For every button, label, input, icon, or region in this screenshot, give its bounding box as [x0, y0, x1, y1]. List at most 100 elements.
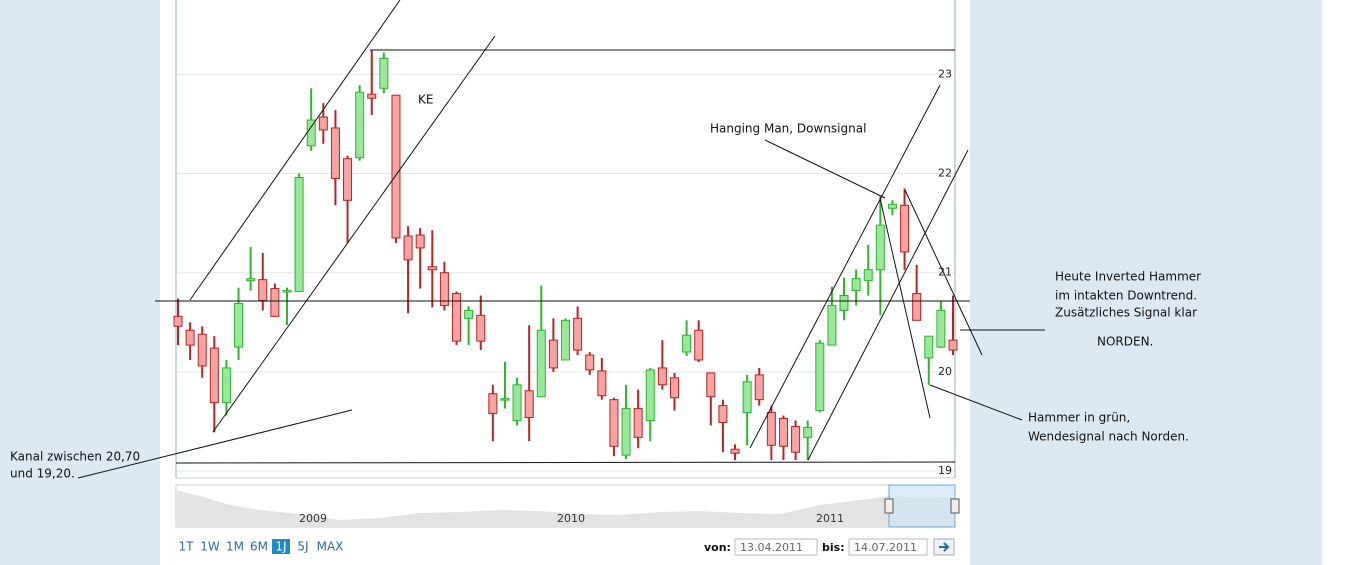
navigator-handle[interactable]	[950, 498, 960, 514]
from-date: 13.04.2011	[740, 541, 803, 554]
annotation: Heute Inverted Hammer	[1055, 270, 1201, 284]
candle-body	[585, 354, 595, 371]
candle-body	[730, 448, 740, 454]
candle-body	[633, 408, 643, 438]
y-tick-label: 19	[938, 464, 952, 477]
range-button[interactable]: 1M	[226, 540, 244, 554]
pointer-line	[764, 139, 886, 199]
candle-body	[936, 309, 946, 348]
navigator-label: 2011	[816, 512, 844, 525]
candle-body	[246, 278, 256, 282]
trend-line	[807, 149, 969, 461]
candle-body	[609, 399, 619, 447]
candle-body	[306, 119, 316, 147]
candle-body	[948, 339, 958, 351]
candle-body	[621, 408, 631, 456]
range-button[interactable]: 1T	[179, 540, 195, 554]
y-tick-label: 23	[938, 67, 952, 80]
candle-body	[524, 390, 534, 419]
candle-body	[875, 224, 885, 271]
y-tick-label: 22	[938, 167, 952, 180]
pointer-line	[929, 384, 1023, 421]
candle-body	[512, 384, 522, 421]
candle-body	[318, 116, 328, 131]
candle-body	[294, 177, 304, 293]
range-button[interactable]: 6M	[250, 540, 268, 554]
annotation: Wendesignal nach Norden.	[1028, 430, 1189, 444]
to-date: 14.07.2011	[854, 541, 917, 554]
navigator-label: 2010	[557, 512, 585, 525]
candle-body	[270, 288, 280, 317]
drawn-lines	[77, 0, 1045, 479]
range-button[interactable]: 1W	[200, 540, 220, 554]
candle-body	[694, 329, 704, 361]
candle-body	[887, 203, 897, 209]
navigator[interactable]: 2009 2010 2011	[175, 484, 960, 528]
from-input[interactable]	[734, 538, 818, 556]
candle-body	[900, 204, 910, 253]
annotation: im intakten Downtrend.	[1055, 289, 1197, 303]
candle-body	[657, 367, 667, 386]
candle-body	[185, 329, 195, 346]
candle-body	[343, 158, 353, 201]
candle-body	[924, 335, 934, 359]
go-arrow	[939, 542, 950, 552]
candle-body	[803, 426, 813, 438]
to-input[interactable]	[848, 538, 928, 556]
candle-body	[766, 412, 776, 446]
candle-body	[197, 333, 207, 367]
navigator-selection	[888, 484, 956, 528]
candle-body	[718, 405, 728, 423]
candle-body	[488, 393, 498, 415]
y-tick-label: 20	[938, 365, 952, 378]
candle-body	[391, 94, 401, 239]
candle-body	[645, 369, 655, 421]
candle-body	[173, 315, 183, 327]
annotation: und 19,20.	[10, 467, 75, 481]
candle-body	[379, 58, 389, 89]
candle-body	[221, 367, 231, 404]
candle-body	[754, 374, 764, 401]
trend-line	[879, 197, 931, 419]
candle-body	[258, 279, 268, 301]
candle-body	[476, 314, 486, 342]
candle-body	[682, 334, 692, 353]
navigator-label: 2009	[299, 512, 327, 525]
candle-body	[839, 295, 849, 311]
candle-body	[415, 234, 425, 249]
candle-body	[815, 342, 825, 412]
candle-body	[355, 91, 365, 159]
candle-body	[464, 309, 474, 319]
candle-body	[597, 370, 607, 397]
candle-body	[452, 293, 462, 342]
annotation: KE	[418, 93, 433, 107]
active-button-bg	[272, 539, 290, 554]
candle-body	[330, 127, 340, 180]
navigator-area	[176, 490, 955, 527]
range-button[interactable]: MAX	[317, 540, 344, 554]
candle-body	[500, 398, 510, 401]
annotation: Zusätzliches Signal klar	[1055, 306, 1197, 320]
candle-body	[742, 381, 752, 414]
left-background	[0, 0, 160, 565]
candle-body	[234, 302, 244, 348]
candle-body	[427, 266, 437, 271]
candle-body	[827, 304, 837, 346]
range-button[interactable]: 5J	[297, 540, 308, 554]
navigator-handle[interactable]	[884, 498, 894, 514]
candle-body	[851, 278, 861, 292]
trend-line	[904, 189, 983, 356]
candle-body	[706, 372, 716, 398]
annotation: Hammer in grün,	[1028, 411, 1130, 425]
candle-body	[282, 290, 292, 293]
candle-body	[791, 425, 801, 453]
candle-body	[573, 317, 583, 351]
trend-line	[189, 0, 401, 301]
candle-body	[548, 339, 558, 369]
right-background	[970, 0, 1322, 565]
range-button[interactable]: 1J	[275, 540, 286, 554]
candle-body	[367, 93, 377, 99]
to-label: bis:	[822, 541, 845, 554]
candle-body	[209, 347, 219, 404]
